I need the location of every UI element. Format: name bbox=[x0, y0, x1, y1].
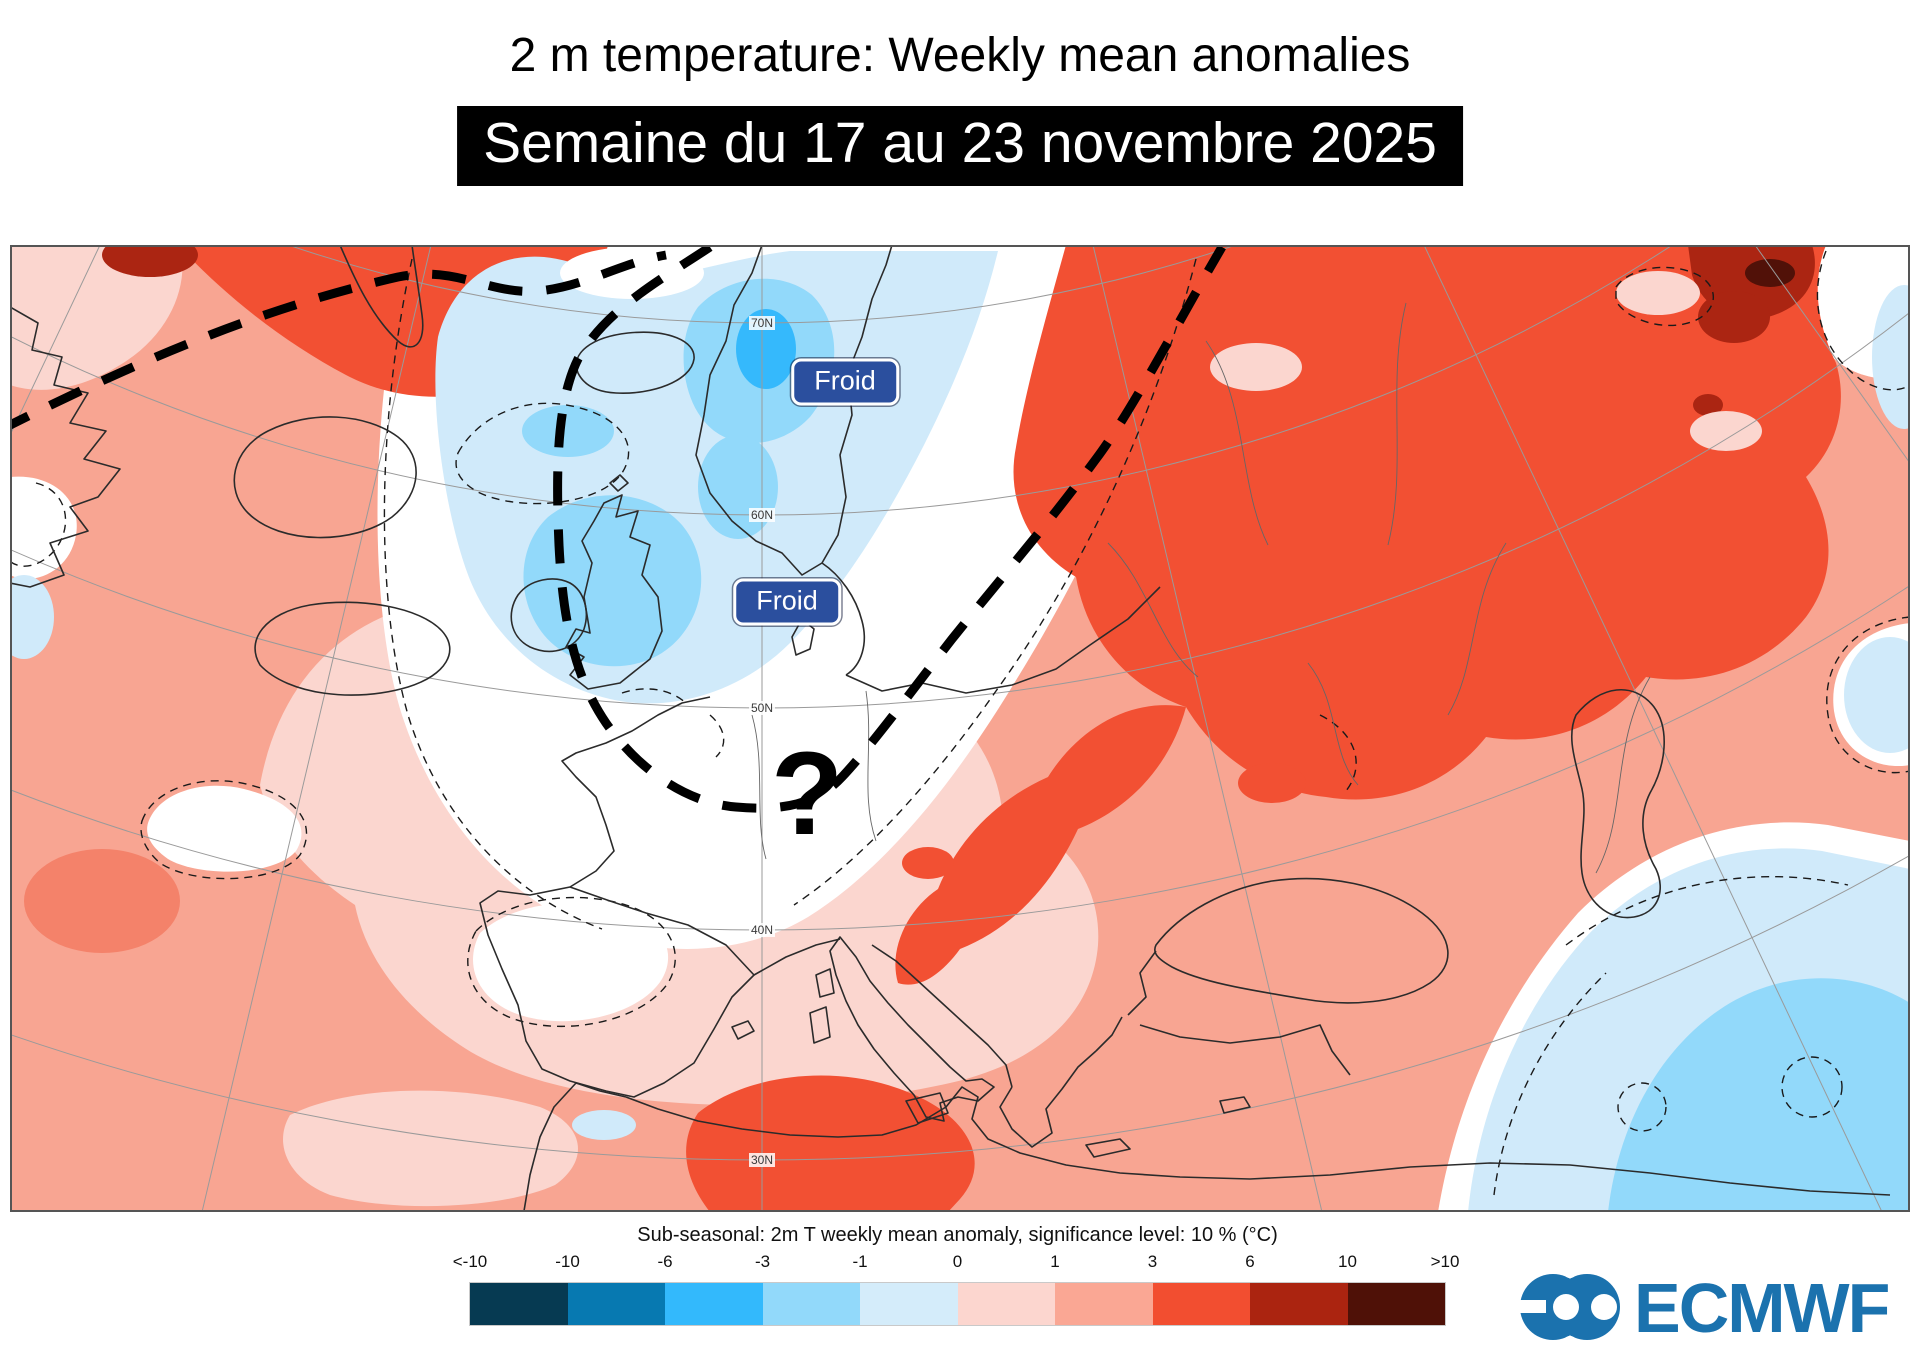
colorbar-cell bbox=[1347, 1283, 1445, 1325]
week-subtitle: Semaine du 17 au 23 novembre 2025 bbox=[457, 106, 1463, 186]
colorbar-tick-label: -10 bbox=[555, 1252, 580, 1271]
legend-caption: Sub-seasonal: 2m T weekly mean anomaly, … bbox=[637, 1224, 1278, 1246]
colorbar-tick-label: 1 bbox=[1050, 1252, 1060, 1271]
colorbar-tick-label: >10 bbox=[1430, 1252, 1460, 1271]
colorbar-tick-label: <-10 bbox=[452, 1252, 488, 1271]
anomaly-map: 70N 60N 50N 40N 30N Froid Froid ? bbox=[10, 245, 1910, 1212]
latitude-label: 50N bbox=[748, 701, 776, 715]
colorbar-cell bbox=[470, 1283, 568, 1325]
page-title: 2 m temperature: Weekly mean anomalies bbox=[509, 29, 1411, 82]
country-borders bbox=[751, 302, 1651, 874]
colorbar-tick-label: -1 bbox=[852, 1252, 868, 1271]
colorbar-cell bbox=[567, 1283, 665, 1325]
question-mark-annotation: ? bbox=[770, 728, 844, 860]
ecmwf-logo-icon bbox=[1520, 1270, 1620, 1345]
colorbar-tick-label: 3 bbox=[1147, 1252, 1158, 1271]
colorbar-tick-label: -3 bbox=[754, 1252, 771, 1271]
latitude-label: 40N bbox=[748, 923, 776, 937]
basemap-svg bbox=[10, 245, 1910, 1212]
colorbar-tick-label: 6 bbox=[1245, 1252, 1255, 1271]
colorbar-tick-label: 0 bbox=[952, 1252, 963, 1271]
ecmwf-logo-text: ECMWF bbox=[1634, 1268, 1890, 1347]
colorbar-cell bbox=[957, 1283, 1055, 1325]
colorbar-cell bbox=[860, 1283, 958, 1325]
froid-label-scandinavia: Froid bbox=[791, 358, 899, 406]
latitude-label: 60N bbox=[748, 508, 776, 522]
anomaly-fill-layer bbox=[10, 245, 1910, 1212]
latitude-label: 70N bbox=[748, 316, 776, 330]
colorbar-cell bbox=[1250, 1283, 1348, 1325]
colorbar-tick-label: -6 bbox=[657, 1252, 673, 1271]
coastlines bbox=[10, 245, 1891, 1212]
thin-dashed-contours bbox=[10, 250, 1910, 1196]
map-border bbox=[10, 245, 1910, 1212]
colorbar-cell bbox=[1055, 1283, 1153, 1325]
colorbar-tick-label: 10 bbox=[1338, 1252, 1357, 1271]
latitude-label: 30N bbox=[748, 1153, 776, 1167]
ecmwf-logo: ECMWF bbox=[1520, 1268, 1890, 1347]
colorbar-cell bbox=[1152, 1283, 1250, 1325]
colorbar-cell bbox=[762, 1283, 860, 1325]
froid-label-uk: Froid bbox=[733, 578, 841, 626]
colorbar-cell bbox=[665, 1283, 763, 1325]
thick-dashed-contour bbox=[10, 245, 1226, 813]
colorbar bbox=[469, 1282, 1446, 1326]
colorbar-ticks: <-10 -10 -6 -3 -1 0 1 3 6 10 >10 bbox=[453, 1252, 1460, 1274]
